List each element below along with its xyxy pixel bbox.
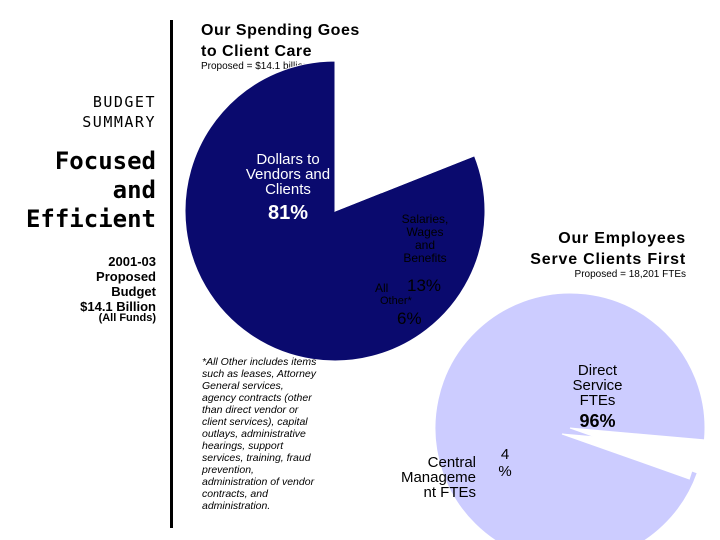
spending-chart-subtitle: Proposed = $14.1 billion	[201, 61, 309, 72]
value-line: 4	[500, 446, 510, 463]
slice-label-central: Central Manageme nt FTEs	[392, 455, 476, 500]
heading-line: BUDGET	[92, 93, 156, 111]
budget-detail: 2001-03 Proposed Budget $14.1 Billion	[40, 254, 156, 314]
slice-label-salaries: Salaries, Wages and Benefits	[390, 213, 460, 265]
label-line: Central	[427, 454, 476, 471]
title-line: to Client Care	[201, 43, 313, 60]
label-line: Manageme	[400, 469, 476, 486]
spending-chart-title: Our Spending Goes to Client Care	[201, 20, 360, 62]
tagline: Focused and Efficient	[20, 147, 156, 234]
footnote-line: services, training, fraud	[202, 452, 311, 464]
label-line: Vendors and	[245, 166, 331, 183]
slice-value-direct: 96%	[579, 411, 616, 431]
tagline-line: and	[112, 176, 156, 204]
slice-label-other-line1: All	[375, 281, 389, 295]
slice-value-central: 4 %	[495, 446, 515, 480]
slice-value-other: 6%	[397, 309, 422, 328]
value-line: %	[498, 463, 512, 480]
footnote-line: outlays, administrative	[202, 428, 306, 440]
employees-pie	[434, 292, 706, 540]
footnote-line: contracts, and	[202, 488, 268, 500]
all-other-footnote: *All Other includes items such as leases…	[202, 356, 350, 512]
footnote-line: than direct vendor or	[202, 404, 299, 416]
pie-slice-central-management	[561, 433, 698, 480]
detail-line: 2001-03	[108, 254, 156, 269]
employees-chart-title: Our Employees Serve Clients First	[490, 228, 686, 270]
tagline-line: Focused	[54, 147, 156, 175]
footnote-line: prevention,	[202, 464, 254, 476]
funds-note: (All Funds)	[98, 312, 156, 324]
vertical-divider	[170, 20, 173, 528]
label-line: Clients	[265, 181, 311, 198]
label-line: Wages	[406, 225, 444, 239]
footnote-line: client services), capital	[202, 416, 308, 428]
footnote-line: agency contracts (other	[202, 392, 312, 404]
title-line: Serve Clients First	[530, 251, 686, 268]
footnote-line: administration.	[202, 500, 271, 512]
label-line: Salaries,	[401, 212, 449, 226]
pie-slice-other	[334, 107, 476, 212]
slice-label-vendors: Dollars to Vendors and Clients	[233, 152, 343, 197]
slice-label-direct: Direct Service FTEs	[560, 363, 635, 408]
detail-line: Budget	[111, 284, 156, 299]
label-line: Service	[572, 377, 623, 394]
footnote-line: administration of vendor	[202, 476, 315, 488]
label-line: Direct	[577, 362, 618, 379]
title-line: Our Spending Goes	[201, 22, 360, 39]
footnote-line: such as leases, Attorney	[202, 368, 317, 380]
footnote-line: hearings, support	[202, 440, 284, 452]
detail-line: $14.1 Billion	[80, 299, 156, 314]
pie-slice-salaries	[334, 60, 446, 213]
footnote-line: General services,	[202, 380, 284, 392]
pie-slice-direct-service	[434, 292, 706, 540]
employees-chart-subtitle: Proposed = 18,201 FTEs	[574, 269, 686, 280]
slice-label-other-line2: Other*	[380, 295, 412, 307]
budget-summary-heading: BUDGET SUMMARY	[40, 92, 156, 132]
label-line: and	[414, 238, 436, 252]
tagline-line: Efficient	[25, 205, 156, 233]
label-line: Dollars to	[256, 151, 320, 168]
footnote-line: *All Other includes items	[202, 356, 317, 368]
slice-value-vendors: 81%	[267, 202, 309, 224]
detail-line: Proposed	[96, 269, 156, 284]
label-line: FTEs	[579, 392, 616, 409]
heading-line: SUMMARY	[82, 113, 156, 131]
title-line: Our Employees	[558, 230, 686, 247]
label-line: Benefits	[403, 251, 447, 265]
label-line: nt FTEs	[423, 484, 476, 501]
slice-value-salaries: 13%	[407, 276, 442, 295]
spending-pie	[184, 60, 486, 362]
